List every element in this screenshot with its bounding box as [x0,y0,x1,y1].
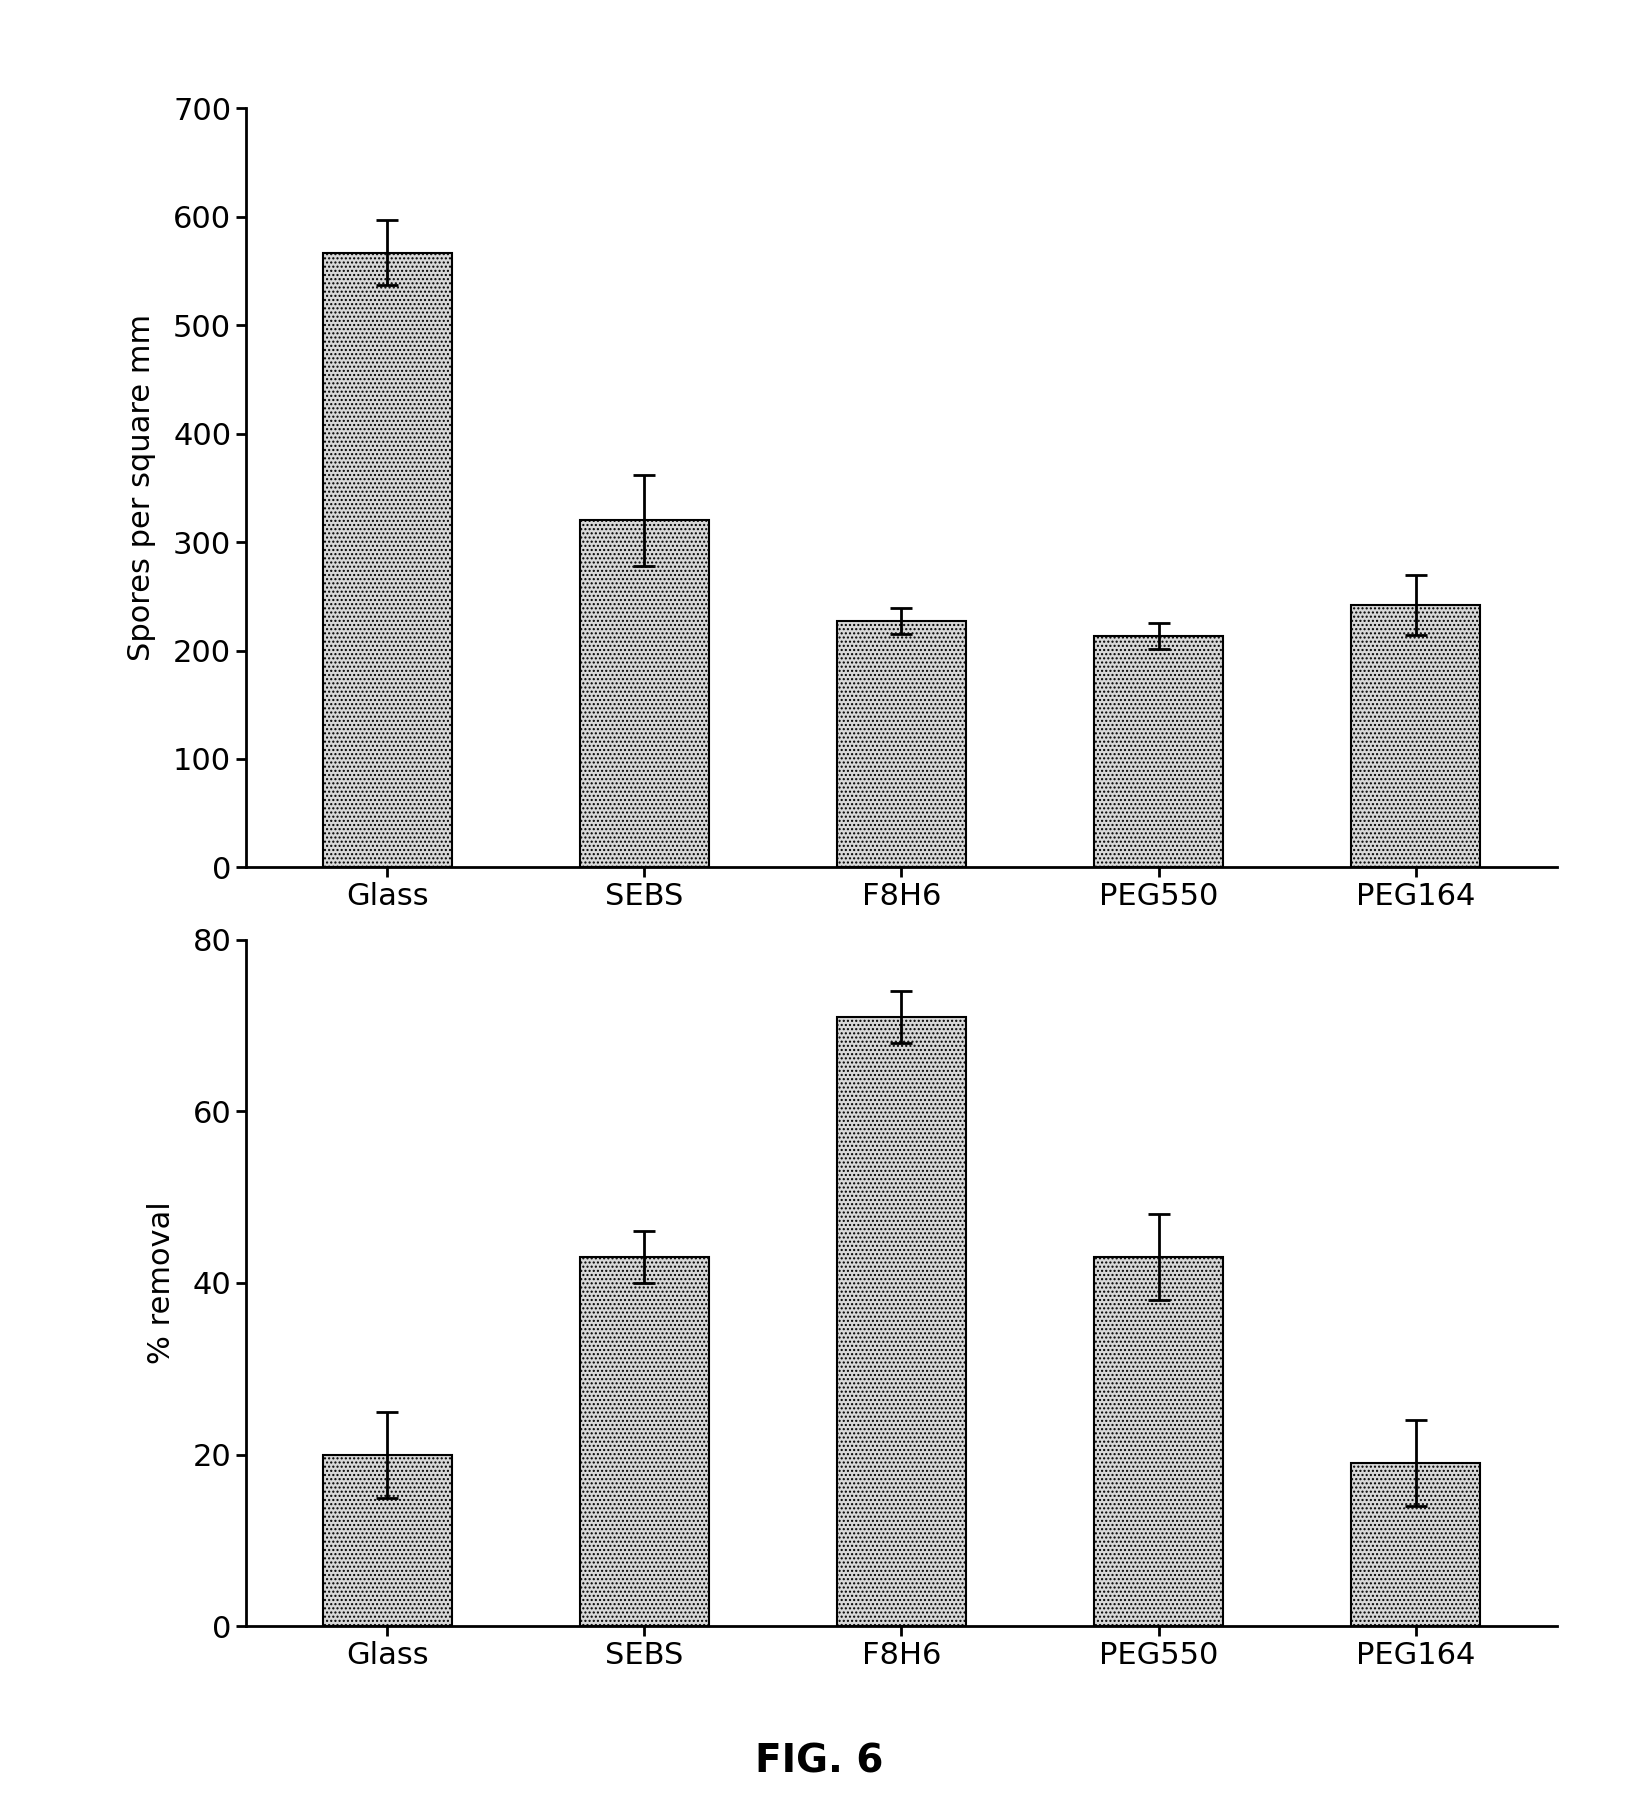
Bar [838,622,965,867]
Bar [1352,1464,1480,1626]
Bar [1095,636,1223,867]
Bar [580,1258,708,1626]
Bar [838,1017,965,1626]
Y-axis label: % removal: % removal [148,1202,175,1364]
Text: FIG. 6: FIG. 6 [756,1742,883,1782]
Bar [1352,605,1480,867]
Bar [323,1455,451,1626]
Bar [580,520,708,867]
Bar [1095,1258,1223,1626]
Bar [323,253,451,867]
Y-axis label: Spores per square mm: Spores per square mm [128,314,156,661]
